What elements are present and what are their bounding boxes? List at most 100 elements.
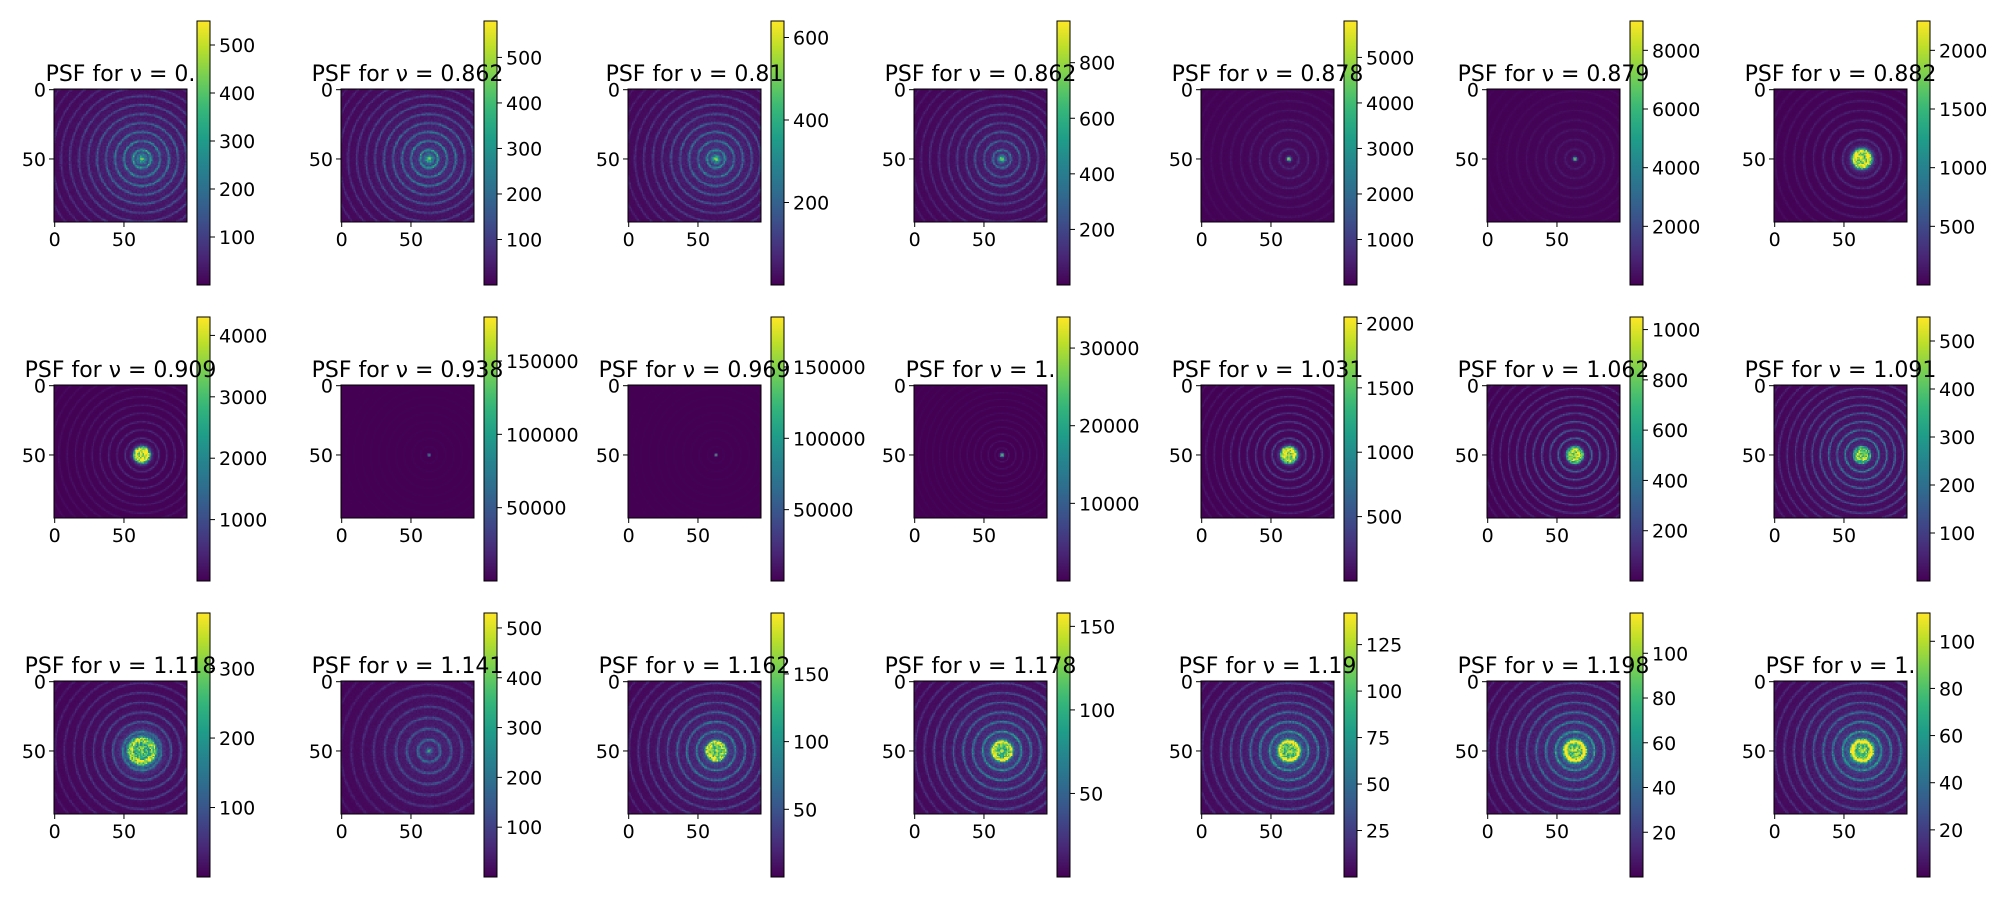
colorbar-tick-label: 1500 <box>1366 378 1414 400</box>
y-tick-label: 50 <box>596 741 620 763</box>
colorbar-tick-label: 2000 <box>1366 184 1414 206</box>
colorbar-tick-label: 4000 <box>1366 93 1414 115</box>
colorbar-tick-label: 20 <box>1652 822 1676 844</box>
panel-title: PSF for ν = 1.162 <box>599 654 791 679</box>
colorbar-tick-label: 2000 <box>1939 40 1987 62</box>
colorbar-tick-label: 50 <box>1079 783 1103 805</box>
colorbar-tick-label: 400 <box>219 83 255 105</box>
y-tick-label: 50 <box>22 741 46 763</box>
x-tick-label: 0 <box>623 821 635 843</box>
x-tick-label: 50 <box>1832 525 1856 547</box>
colorbar-tick-label: 2000 <box>1366 313 1414 335</box>
x-tick-label: 50 <box>1545 821 1569 843</box>
y-tick-label: 50 <box>309 445 333 467</box>
y-tick-label: 0 <box>1181 80 1193 102</box>
colorbar-tick-label: 500 <box>506 618 542 640</box>
y-tick-label: 50 <box>1742 741 1766 763</box>
panel-title: PSF for ν = 0.862 <box>885 62 1077 87</box>
y-tick-label: 50 <box>1455 149 1479 171</box>
axes-frame <box>1773 88 1908 223</box>
colorbar-tick-label: 6000 <box>1652 99 1700 121</box>
x-tick-label: 50 <box>1259 525 1283 547</box>
colorbar-tick-label: 1000 <box>1366 442 1414 464</box>
colorbar-tick-label: 400 <box>1079 164 1115 186</box>
colorbar-tick-label: 100 <box>1939 631 1975 653</box>
axes-frame <box>1486 88 1621 223</box>
psf-image <box>628 89 761 222</box>
y-tick-label: 0 <box>1467 80 1479 102</box>
psf-image <box>54 385 187 518</box>
y-tick-label: 0 <box>894 376 906 398</box>
colorbar <box>483 316 498 582</box>
y-tick-label: 50 <box>596 149 620 171</box>
colorbar <box>483 612 498 878</box>
colorbar-tick-label: 800 <box>1079 53 1115 75</box>
x-tick-label: 0 <box>909 821 921 843</box>
axes-frame <box>627 384 762 519</box>
colorbar <box>1629 612 1644 878</box>
x-tick-label: 50 <box>686 525 710 547</box>
axes-frame <box>1200 384 1335 519</box>
colorbar-tick-label: 800 <box>1652 370 1688 392</box>
axes-frame <box>627 680 762 815</box>
colorbar-tick-label: 200 <box>219 179 255 201</box>
colorbar-tick-label: 4000 <box>1652 158 1700 180</box>
colorbar <box>1343 316 1358 582</box>
colorbar <box>1056 20 1071 286</box>
y-tick-label: 0 <box>608 80 620 102</box>
colorbar-tick-label: 150000 <box>793 357 866 379</box>
colorbar-tick-label: 500 <box>1939 216 1975 238</box>
x-tick-label: 50 <box>686 229 710 251</box>
psf-panel: 0 50 0 50 200 400 600 PSF for ν = 0.81 <box>596 20 829 286</box>
colorbar <box>1056 612 1071 878</box>
colorbar-tick-label: 100000 <box>793 428 866 450</box>
panel-title: PSF for ν = 1.198 <box>1458 654 1650 679</box>
psf-image <box>341 681 474 814</box>
colorbar-tick-label: 100 <box>506 817 542 839</box>
axes-frame <box>1773 384 1908 519</box>
y-tick-label: 50 <box>882 741 906 763</box>
panel-title: PSF for ν = 0.81 <box>606 62 784 87</box>
psf-image <box>54 89 187 222</box>
x-tick-label: 0 <box>1769 821 1781 843</box>
colorbar-tick-label: 50000 <box>793 500 853 522</box>
x-tick-label: 0 <box>336 229 348 251</box>
colorbar-tick-label: 1500 <box>1939 99 1987 121</box>
psf-image <box>914 385 1047 518</box>
colorbar <box>196 612 211 878</box>
colorbar-tick-label: 2000 <box>219 448 267 470</box>
x-tick-label: 0 <box>1196 525 1208 547</box>
colorbar-tick-label: 2000 <box>1652 216 1700 238</box>
colorbar-tick-label: 100 <box>219 798 255 820</box>
y-tick-label: 0 <box>608 376 620 398</box>
x-tick-label: 0 <box>336 821 348 843</box>
colorbar-tick-label: 150 <box>1079 616 1115 638</box>
axes-frame <box>53 88 188 223</box>
panel-title: PSF for ν = 0.909 <box>25 358 217 383</box>
psf-image <box>628 385 761 518</box>
colorbar <box>1916 316 1931 582</box>
colorbar-tick-label: 600 <box>1652 420 1688 442</box>
x-tick-label: 50 <box>1832 821 1856 843</box>
colorbar-tick-label: 50 <box>1366 774 1390 796</box>
x-tick-label: 0 <box>1769 525 1781 547</box>
axes-frame <box>53 680 188 815</box>
colorbar-tick-label: 500 <box>1939 331 1975 353</box>
colorbar-tick-label: 300 <box>219 131 255 153</box>
y-tick-label: 0 <box>321 80 333 102</box>
y-tick-label: 50 <box>1742 445 1766 467</box>
y-tick-label: 0 <box>1467 672 1479 694</box>
x-tick-label: 0 <box>49 821 61 843</box>
colorbar-tick-label: 4000 <box>219 325 267 347</box>
x-tick-label: 0 <box>1482 525 1494 547</box>
colorbar-tick-label: 300 <box>506 138 542 160</box>
colorbar-tick-label: 75 <box>1366 728 1390 750</box>
